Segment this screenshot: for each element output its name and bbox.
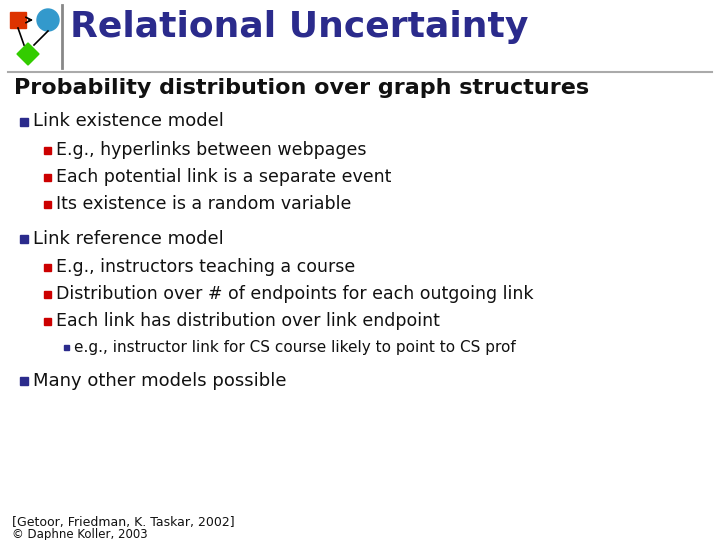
- FancyBboxPatch shape: [20, 376, 28, 384]
- Text: E.g., instructors teaching a course: E.g., instructors teaching a course: [56, 258, 355, 276]
- FancyBboxPatch shape: [44, 318, 51, 325]
- Text: Its existence is a random variable: Its existence is a random variable: [56, 195, 351, 213]
- FancyBboxPatch shape: [44, 147, 51, 154]
- Text: Link reference model: Link reference model: [33, 230, 224, 247]
- Text: Many other models possible: Many other models possible: [33, 372, 287, 389]
- FancyBboxPatch shape: [64, 345, 69, 350]
- FancyBboxPatch shape: [20, 234, 28, 242]
- Text: © Daphne Koller, 2003: © Daphne Koller, 2003: [12, 528, 148, 540]
- Text: Distribution over # of endpoints for each outgoing link: Distribution over # of endpoints for eac…: [56, 285, 534, 303]
- Text: Each potential link is a separate event: Each potential link is a separate event: [56, 168, 392, 186]
- Text: e.g., instructor link for CS course likely to point to CS prof: e.g., instructor link for CS course like…: [74, 340, 516, 355]
- Text: E.g., hyperlinks between webpages: E.g., hyperlinks between webpages: [56, 141, 366, 159]
- Text: Probability distribution over graph structures: Probability distribution over graph stru…: [14, 78, 589, 98]
- Text: Relational Uncertainty: Relational Uncertainty: [70, 10, 528, 44]
- FancyBboxPatch shape: [20, 118, 28, 125]
- FancyBboxPatch shape: [44, 201, 51, 208]
- Circle shape: [37, 9, 59, 31]
- Text: [Getoor, Friedman, K. Taskar, 2002]: [Getoor, Friedman, K. Taskar, 2002]: [12, 516, 235, 529]
- Text: Each link has distribution over link endpoint: Each link has distribution over link end…: [56, 312, 440, 330]
- FancyBboxPatch shape: [44, 264, 51, 271]
- Text: Link existence model: Link existence model: [33, 112, 224, 131]
- FancyBboxPatch shape: [10, 12, 26, 28]
- FancyBboxPatch shape: [44, 174, 51, 181]
- Polygon shape: [17, 43, 39, 65]
- FancyBboxPatch shape: [44, 291, 51, 298]
